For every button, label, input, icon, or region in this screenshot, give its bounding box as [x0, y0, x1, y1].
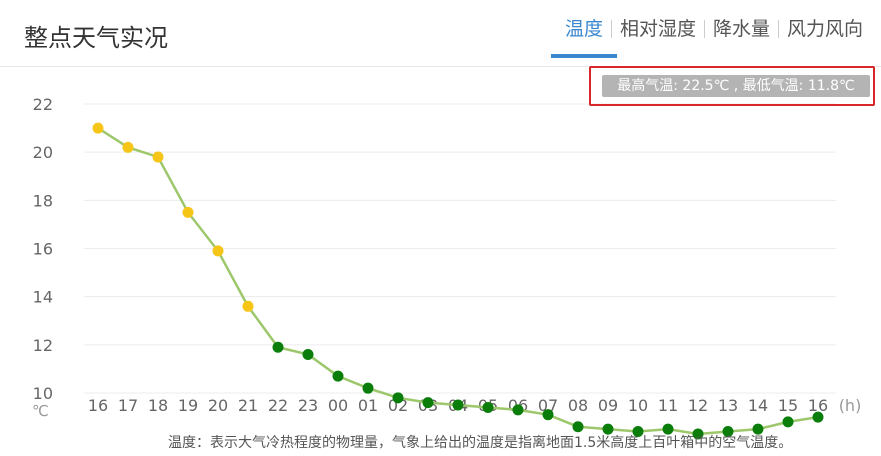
y-tick-label: 12 [33, 336, 53, 355]
x-tick-label: 18 [148, 396, 168, 415]
temperature-point[interactable] [422, 397, 434, 409]
temperature-point[interactable] [542, 409, 554, 421]
tab-divider [610, 20, 612, 38]
tab-wind[interactable]: 风力风向 [786, 18, 863, 40]
footnote: 温度：表示大气冷热程度的物理量，气象上给出的温度是指离地面1.5米高度上百叶箱中… [168, 435, 793, 451]
x-tick-label: 08 [568, 396, 588, 415]
temperature-point[interactable] [692, 428, 704, 440]
x-tick-label: 14 [748, 396, 768, 415]
y-tick-label: 14 [33, 288, 53, 307]
temperature-point[interactable] [212, 245, 224, 257]
temperature-point[interactable] [242, 300, 254, 312]
x-tick-label: 12 [688, 396, 708, 415]
x-tick-label: 13 [718, 396, 738, 415]
temperature-point[interactable] [722, 426, 734, 438]
tab-bar: 温度 相对湿度 降水量 风力风向 [550, 14, 871, 58]
temperature-point[interactable] [812, 411, 824, 423]
y-tick-label: 16 [33, 240, 53, 259]
x-tick-label: 17 [118, 396, 138, 415]
temperature-point[interactable] [512, 404, 524, 416]
x-axis-unit: (h) [839, 396, 862, 415]
x-tick-label: 19 [178, 396, 198, 415]
tab-temperature[interactable]: 温度 [550, 14, 617, 58]
temperature-point[interactable] [452, 399, 464, 411]
temperature-point[interactable] [182, 206, 194, 218]
x-tick-label: 07 [538, 396, 558, 415]
temperature-point[interactable] [302, 348, 314, 360]
temperature-point[interactable] [362, 382, 374, 394]
temperature-point[interactable] [602, 423, 614, 435]
temperature-point[interactable] [482, 401, 494, 413]
x-tick-label: 16 [88, 396, 108, 415]
temperature-point[interactable] [662, 423, 674, 435]
x-tick-label: 15 [778, 396, 798, 415]
x-tick-label: 20 [208, 396, 228, 415]
temperature-summary: 最高气温: 22.5℃ , 最低气温: 11.8℃ [602, 75, 870, 97]
x-tick-label: 01 [358, 396, 378, 415]
temperature-point[interactable] [572, 421, 584, 433]
y-axis-unit: ℃ [32, 402, 49, 420]
temperature-point[interactable] [272, 341, 284, 353]
y-tick-label: 18 [33, 191, 53, 210]
tab-humidity[interactable]: 相对湿度 [619, 18, 696, 40]
x-tick-label: 21 [238, 396, 258, 415]
x-tick-label: 11 [658, 396, 678, 415]
tab-divider [703, 20, 705, 38]
x-tick-label: 09 [598, 396, 618, 415]
y-axis-ticks: 22 20 18 16 14 12 10 [33, 95, 53, 403]
page-title: 整点天气实况 [24, 24, 168, 52]
y-tick-label: 20 [33, 143, 53, 162]
temperature-points [92, 122, 824, 440]
y-tick-label: 10 [33, 384, 53, 403]
x-tick-label: 02 [388, 396, 408, 415]
x-tick-label: 00 [328, 396, 348, 415]
temperature-point[interactable] [152, 151, 164, 163]
temperature-point[interactable] [122, 141, 134, 153]
temperature-point[interactable] [782, 416, 794, 428]
x-tick-label: 23 [298, 396, 318, 415]
x-tick-label: 16 [808, 396, 828, 415]
tab-divider [777, 20, 779, 38]
tab-precipitation[interactable]: 降水量 [712, 18, 770, 40]
temperature-point[interactable] [332, 370, 344, 382]
temperature-point[interactable] [92, 122, 104, 134]
highlight-frame [589, 66, 875, 106]
x-axis-ticks: 1617181920212223000102030405060708091011… [88, 396, 828, 415]
x-tick-label: 22 [268, 396, 288, 415]
temperature-point[interactable] [392, 392, 404, 404]
chart-grid [84, 103, 836, 394]
y-tick-label: 22 [33, 95, 53, 114]
x-tick-label: 10 [628, 396, 648, 415]
temperature-point[interactable] [752, 423, 764, 435]
header: 整点天气实况 温度 相对湿度 降水量 风力风向 [0, 0, 881, 67]
temperature-point[interactable] [632, 426, 644, 438]
temperature-line [97, 127, 819, 436]
